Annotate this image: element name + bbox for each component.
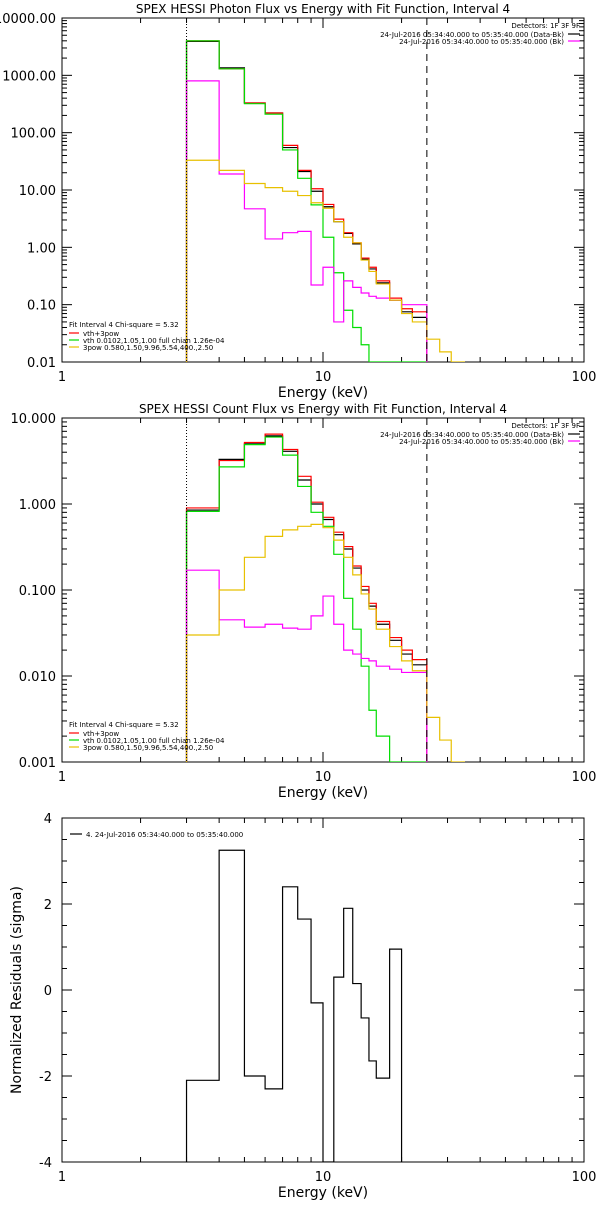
y-tick-label: 0 <box>44 984 52 999</box>
series-line <box>185 40 427 362</box>
series-line <box>185 80 428 362</box>
y-tick-label: 10.000 <box>11 412 57 427</box>
series-line <box>185 436 427 762</box>
legend-entry: 24-Jul-2016 05:34:40.000 to 05:35:40.000… <box>399 438 564 446</box>
legend-detectors: Detectors: 1F 3F 9F <box>511 422 580 430</box>
series-line <box>185 159 466 362</box>
x-tick-label: 10 <box>315 770 332 785</box>
legend-entry: 4. 24-Jul-2016 05:34:40.000 to 05:35:40.… <box>86 831 243 839</box>
x-axis-label: Energy (keV) <box>278 1185 368 1200</box>
x-axis-label: Energy (keV) <box>278 785 368 801</box>
legend-fit-title: Fit Interval 4 Chi-square = 5.32 <box>69 721 179 729</box>
y-tick-label: 0.100 <box>19 584 56 599</box>
series-line <box>185 40 428 362</box>
legend-entry: vth+3pow <box>83 330 119 338</box>
y-tick-label: 1.000 <box>19 498 56 513</box>
y-tick-label: 100.00 <box>11 127 57 142</box>
x-tick-label: 1 <box>58 1170 66 1185</box>
legend-detectors: Detectors: 1F 3F 9F <box>511 22 580 30</box>
legend-entry: 24-Jul-2016 05:34:40.000 to 05:35:40.000… <box>399 38 564 46</box>
series-line <box>185 40 428 362</box>
x-tick-label: 1 <box>58 770 66 785</box>
series-line <box>185 523 466 762</box>
series-line <box>185 433 428 762</box>
y-tick-label: 1.00 <box>27 241 56 256</box>
chart-title: SPEX HESSI Count Flux vs Energy with Fit… <box>139 402 507 416</box>
x-tick-label: 100 <box>572 1170 597 1185</box>
legend-entry: 3pow 0.580,1.50,9.96,5.54,400.,2.50 <box>83 344 213 352</box>
legend-fit-title: Fit Interval 4 Chi-square = 5.32 <box>69 321 179 329</box>
x-tick-label: 100 <box>572 370 597 385</box>
series-line <box>185 849 403 1162</box>
y-axis-label: Normalized Residuals (sigma) <box>9 886 25 1094</box>
y-tick-label: 0.01 <box>27 356 56 371</box>
y-tick-label: 4 <box>44 812 52 827</box>
x-tick-label: 10 <box>315 370 332 385</box>
legend-entry: 3pow 0.580,1.50,9.96,5.54,400.,2.50 <box>83 744 213 752</box>
x-tick-label: 100 <box>572 770 597 785</box>
legend-entry: vth 0.0102,1.05,1.00 full chian 1.26e-04 <box>83 737 225 745</box>
x-axis-label: Energy (keV) <box>278 385 368 401</box>
chart-title: SPEX HESSI Photon Flux vs Energy with Fi… <box>136 2 510 16</box>
legend-entry: 24-Jul-2016 05:34:40.000 to 05:35:40.000… <box>380 31 564 39</box>
y-tick-label: 2 <box>44 898 52 913</box>
legend-entry: vth 0.0102,1.05,1.00 full chian 1.26e-04 <box>83 337 225 345</box>
y-tick-label: 10.00 <box>19 184 56 199</box>
y-tick-label: 0.010 <box>19 670 56 685</box>
legend-entry: vth+3pow <box>83 730 119 738</box>
series-line <box>185 435 428 762</box>
plot-frame <box>61 417 585 763</box>
y-tick-label: -4 <box>39 1156 52 1171</box>
y-tick-label: 10000.00 <box>0 12 56 27</box>
x-tick-label: 10 <box>315 1170 332 1185</box>
series-line <box>185 569 428 762</box>
legend-entry: 24-Jul-2016 05:34:40.000 to 05:35:40.000… <box>380 431 564 439</box>
y-tick-label: 0.001 <box>19 756 56 771</box>
y-tick-label: 0.10 <box>27 299 56 314</box>
y-tick-label: 1000.00 <box>2 69 56 84</box>
y-tick-label: -2 <box>39 1070 52 1085</box>
x-tick-label: 1 <box>58 370 66 385</box>
